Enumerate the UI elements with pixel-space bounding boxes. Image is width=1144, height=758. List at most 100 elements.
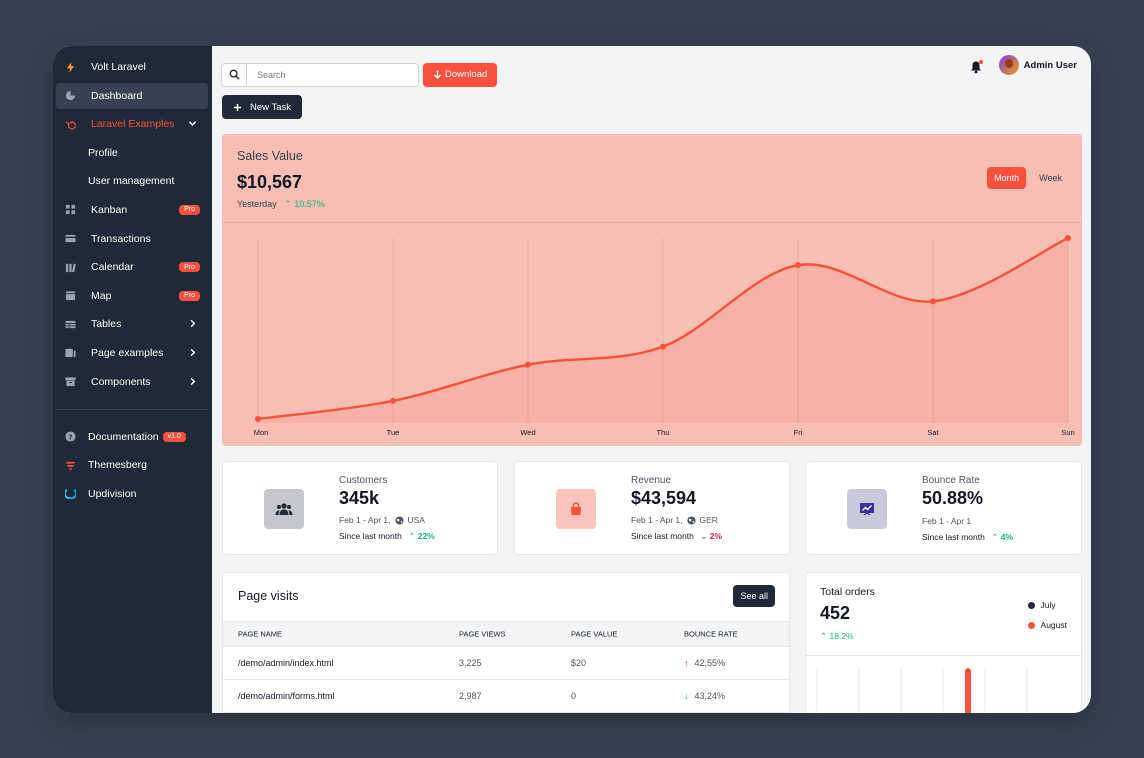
globe-icon: [394, 515, 404, 525]
sidebar: Volt Laravel Dashboard Laravel Examples …: [53, 46, 212, 713]
new-task-label: New Task: [250, 101, 292, 113]
sidebar-item-laravel-examples[interactable]: Laravel Examples: [56, 111, 208, 137]
page-value-cell: 0: [571, 691, 577, 701]
topbar: Download Admin User: [221, 46, 1082, 87]
page-visits-card: Page visits See all PAGE NAME PAGE VIEWS…: [222, 572, 790, 713]
sales-change-value: 10.57%: [294, 199, 325, 209]
sidebar-item-label: Transactions: [91, 232, 151, 245]
search-icon[interactable]: [222, 63, 247, 86]
chevron-down-icon: ⌄: [700, 531, 708, 541]
sidebar-item-map[interactable]: Map Pro: [56, 283, 208, 309]
chevron-right-icon: [190, 377, 196, 385]
stat-change: ⌃ 4%: [991, 532, 1013, 542]
sidebar-item-user-management[interactable]: User management: [56, 168, 208, 194]
sidebar-item-tables[interactable]: Tables: [56, 311, 208, 337]
download-button[interactable]: Download: [423, 62, 498, 87]
column-header: PAGE VALUE: [571, 629, 618, 639]
sidebar-item-label: Updivision: [88, 487, 137, 500]
stat-label: Bounce Rate: [922, 475, 980, 486]
stat-since: Since last month ⌃ 22%: [339, 531, 435, 542]
total-orders-card: Total orders 452 ⌃ 18.2% July August: [805, 572, 1082, 713]
new-task-button[interactable]: New Task: [222, 95, 303, 119]
user-menu[interactable]: Admin User: [998, 55, 1077, 75]
stat-value: 50.88%: [922, 488, 984, 508]
orders-title: Total orders: [820, 586, 875, 598]
x-tick-label: Sun: [1061, 428, 1074, 437]
bounce-rate-value: 42,55%: [694, 658, 726, 668]
table-header: PAGE NAME PAGE VIEWS PAGE VALUE BOUNCE R…: [223, 621, 789, 647]
chevron-up-icon: ⌃: [991, 532, 999, 542]
svg-text:?: ?: [68, 432, 72, 441]
x-tick-label: Sat: [927, 428, 939, 437]
sidebar-item-dashboard[interactable]: Dashboard: [56, 82, 208, 109]
stat-region: USA: [407, 515, 425, 525]
stat-card-revenue: Revenue $43,594 Feb 1 - Apr 1, GER Since…: [514, 461, 790, 555]
stat-range-text: Feb 1 - Apr 1: [922, 516, 972, 526]
orders-legend: July August: [1027, 600, 1067, 640]
search-box: [221, 62, 419, 87]
data-point: [390, 397, 396, 404]
sidebar-item-label: Kanban: [91, 203, 128, 216]
data-point: [1065, 235, 1071, 241]
sidebar-item-label: Documentation: [88, 430, 159, 443]
sidebar-item-label: Themesberg: [88, 459, 147, 472]
table-row: /demo/admin/forms.html 2,987 0 ↓ 43,24%: [223, 680, 789, 713]
column-header: PAGE VIEWS: [459, 629, 506, 639]
stat-range: Feb 1 - Apr 1, USA: [339, 515, 425, 525]
orders-value: 452: [820, 603, 851, 623]
stat-value: 345k: [339, 488, 380, 508]
sales-title: Sales Value: [237, 149, 303, 163]
stat-icon-box: [264, 489, 304, 529]
legend-item-july: July: [1027, 600, 1067, 610]
globe-icon: [686, 515, 696, 525]
x-tick-label: Fri: [794, 428, 803, 437]
period-month-button[interactable]: Month: [987, 167, 1027, 189]
sidebar-item-themesberg[interactable]: Themesberg: [56, 452, 208, 478]
stat-since-label: Since last month: [631, 531, 694, 541]
stat-range: Feb 1 - Apr 1: [922, 516, 971, 526]
stat-label: Revenue: [631, 475, 672, 486]
sidebar-item-calendar[interactable]: Calendar Pro: [56, 254, 208, 280]
bounce-rate-value: 43,24%: [694, 691, 726, 701]
orders-bar: [965, 668, 971, 713]
orders-change: ⌃ 18.2%: [820, 631, 854, 642]
stat-icon-box: [556, 489, 596, 529]
stat-change-value: 22%: [417, 531, 435, 541]
data-point: [930, 298, 936, 305]
stat-region: GER: [699, 515, 718, 525]
sidebar-item-profile[interactable]: Profile: [56, 140, 208, 166]
data-point: [255, 416, 261, 422]
sidebar-item-documentation[interactable]: ? Documentation v1.0: [56, 424, 208, 450]
sidebar-item-page-examples[interactable]: Page examples: [56, 340, 208, 366]
sidebar-item-label: Tables: [91, 318, 122, 331]
sidebar-item-transactions[interactable]: Transactions: [56, 226, 208, 252]
stat-since-label: Since last month: [922, 532, 985, 542]
sidebar-item-components[interactable]: Components: [56, 369, 208, 395]
x-tick-label: Wed: [520, 428, 535, 437]
stat-since: Since last month ⌃ 4%: [922, 532, 1013, 543]
archive-icon: [64, 376, 76, 388]
see-all-button[interactable]: See all: [733, 585, 775, 607]
chevron-right-icon: [190, 320, 196, 328]
presentation-chart-icon: [860, 503, 874, 516]
sidebar-item-label: Components: [91, 375, 151, 388]
x-tick-label: Thu: [657, 428, 670, 437]
credit-card-icon: [64, 233, 76, 245]
calendar-icon: [64, 261, 76, 273]
notifications-bell[interactable]: [969, 60, 983, 74]
sidebar-item-label: Laravel Examples: [91, 118, 175, 131]
sidebar-item-label: Profile: [88, 146, 118, 159]
sidebar-divider: [56, 408, 207, 410]
stat-label: Customers: [339, 475, 388, 486]
period-week-button[interactable]: Week: [1039, 173, 1062, 183]
sidebar-item-kanban[interactable]: Kanban Pro: [56, 197, 208, 223]
brand-link[interactable]: Volt Laravel: [56, 54, 208, 80]
stat-change: ⌄ 2%: [700, 531, 722, 541]
page-views-cell: 2,987: [459, 691, 482, 701]
stat-change-value: 4%: [1000, 532, 1014, 542]
column-header: BOUNCE RATE: [684, 629, 738, 639]
sidebar-item-updivision[interactable]: Updivision: [56, 481, 208, 507]
page-name-cell: /demo/admin/forms.html: [238, 691, 335, 701]
sidebar-item-label: Map: [91, 289, 112, 302]
search-input[interactable]: [247, 69, 397, 80]
